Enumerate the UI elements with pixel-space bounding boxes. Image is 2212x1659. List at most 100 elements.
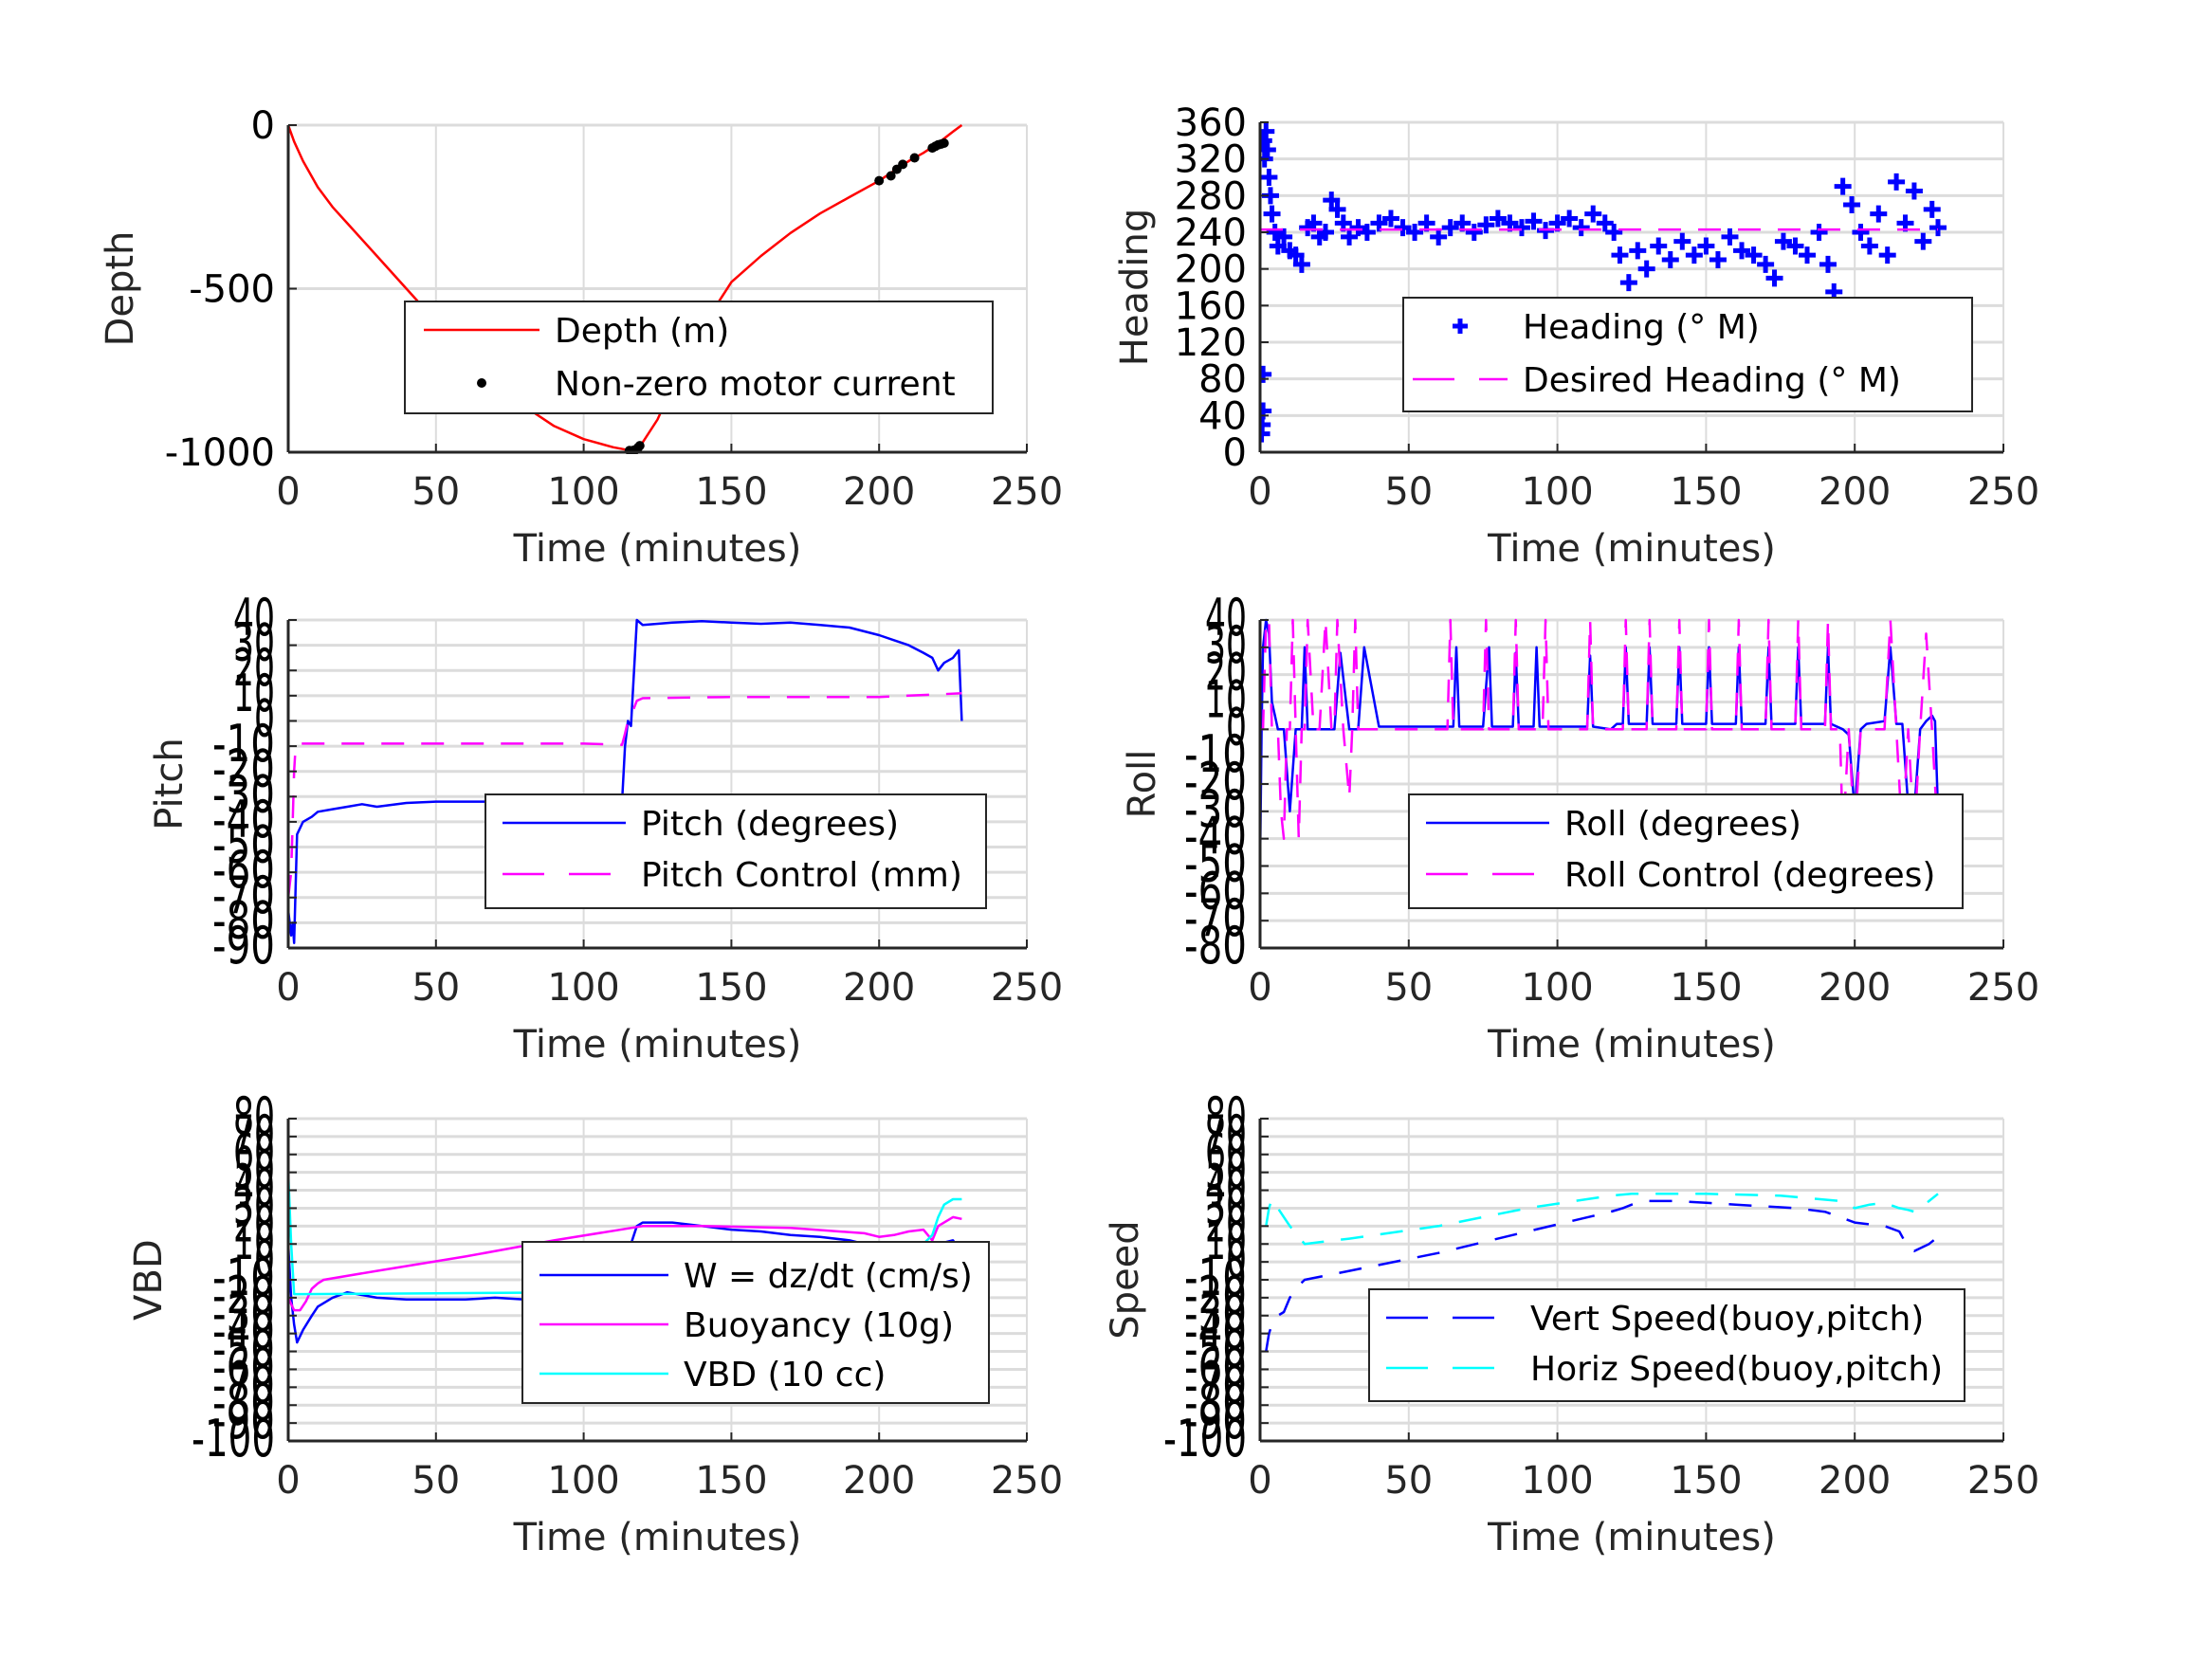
- legend-item[interactable]: Roll Control (degrees): [1426, 856, 1935, 895]
- y-tick-label: -90: [1184, 1392, 1247, 1451]
- legend-label: Roll Control (degrees): [1564, 856, 1935, 895]
- chart-depth: 0 50 100 150 200 250 Time (minutes) 0 -500 -1000 D…: [99, 104, 1063, 571]
- y-tick-label: -60: [212, 1339, 275, 1398]
- y-tick-label: 40: [1205, 589, 1247, 648]
- legend-marker-plus-icon: [1453, 319, 1468, 334]
- chart-heading: 0 50 100 150 200 250 Time (minutes) 04080120160…: [1113, 101, 2039, 571]
- legend-item[interactable]: Pitch Control (mm): [503, 856, 962, 895]
- y-tick-label: -10: [1184, 1249, 1247, 1308]
- data-point: [898, 159, 908, 170]
- legend-box: [1408, 793, 1964, 909]
- data-point: [1572, 219, 1590, 237]
- x-tick-label: 50: [1384, 1459, 1433, 1503]
- y-tick-label: -20: [1184, 1267, 1247, 1326]
- y-tick-label: 20: [1205, 644, 1247, 703]
- legend[interactable]: Roll (degrees) Roll Control (degrees): [1408, 793, 1964, 909]
- y-tick-label: -40: [1184, 1303, 1247, 1362]
- x-axis-label: Time (minutes): [513, 1023, 802, 1066]
- legend-item[interactable]: Heading (° M): [1453, 308, 1760, 347]
- x-tick-label: 200: [843, 470, 915, 514]
- data-point: [1650, 237, 1668, 255]
- data-point: [1843, 196, 1861, 213]
- legend[interactable]: Heading (° M) Desired Heading (° M): [1402, 297, 1973, 412]
- legend-item[interactable]: VBD (10 cc): [539, 1356, 886, 1395]
- legend-label: VBD (10 cc): [684, 1356, 886, 1395]
- data-point: [1441, 219, 1459, 237]
- data-point: [1316, 224, 1334, 241]
- y-tick-label: 160: [1175, 284, 1247, 328]
- x-tick-label: 250: [1967, 470, 2039, 514]
- data-point: [1477, 216, 1495, 234]
- series-pitch-control-mm: [288, 691, 962, 898]
- y-tick-label: -10: [212, 715, 275, 775]
- data-point: [1465, 224, 1483, 241]
- y-tick-label: -70: [212, 1356, 275, 1415]
- legend[interactable]: Vert Speed(buoy,pitch) Horiz Speed(buoy,p…: [1368, 1288, 1965, 1402]
- legend-label: W = dz/dt (cm/s): [684, 1257, 973, 1296]
- y-axis-label: Heading: [1113, 209, 1157, 366]
- y-tick-label: -20: [1184, 753, 1247, 812]
- legend-item[interactable]: Buoyancy (10g): [539, 1306, 954, 1345]
- legend-item[interactable]: Desired Heading (° M): [1413, 361, 1901, 400]
- x-axis-label: Time (minutes): [1487, 1023, 1776, 1066]
- y-tick-label: 40: [233, 1159, 275, 1219]
- data-point: [1834, 177, 1852, 195]
- data-point: [1697, 237, 1715, 255]
- legend[interactable]: Depth (m) Non-zero motor current: [404, 301, 994, 414]
- y-axis-label: Pitch: [148, 738, 192, 830]
- y-tick-label: 40: [1205, 1159, 1247, 1219]
- legend-item[interactable]: Non-zero motor current: [477, 365, 956, 404]
- legend-item[interactable]: Horiz Speed(buoy,pitch): [1386, 1350, 1943, 1389]
- data-point: [1765, 269, 1783, 287]
- x-tick-label: 100: [1521, 1459, 1593, 1503]
- y-tick-label: -20: [212, 740, 275, 800]
- data-point: [939, 137, 949, 148]
- data-point: [1266, 224, 1284, 241]
- x-tick-label: 150: [695, 470, 767, 514]
- x-axis-label: Time (minutes): [513, 527, 802, 571]
- legend-item[interactable]: W = dz/dt (cm/s): [539, 1257, 973, 1296]
- x-tick-label: 0: [1248, 470, 1271, 514]
- legend-item[interactable]: Vert Speed(buoy,pitch): [1386, 1300, 1924, 1339]
- legend-label: Pitch Control (mm): [641, 856, 962, 895]
- y-tick-label: 0: [1226, 698, 1247, 757]
- y-tick-label: -80: [1184, 1374, 1247, 1433]
- legend-label: Horiz Speed(buoy,pitch): [1530, 1350, 1943, 1389]
- y-tick-label: -100: [1163, 1410, 1247, 1469]
- y-tick-label: 80: [1205, 1087, 1247, 1147]
- legend[interactable]: Pitch (degrees) Pitch Control (mm): [484, 793, 987, 909]
- y-tick-label: 20: [233, 1194, 275, 1254]
- legend-item[interactable]: Roll (degrees): [1426, 805, 1801, 844]
- data-point: [1260, 169, 1278, 186]
- y-tick-label: 30: [1205, 616, 1247, 676]
- series-pitch-degrees: [288, 618, 963, 944]
- y-tick-label: -50: [1184, 835, 1247, 895]
- legend-box: [1402, 297, 1973, 412]
- y-tick-label: -60: [1184, 1339, 1247, 1398]
- legend-item[interactable]: Pitch (degrees): [503, 805, 899, 844]
- series-horiz-speed-buoy-pitch: [1265, 1193, 1939, 1246]
- data-point: [886, 171, 896, 181]
- legend[interactable]: W = dz/dt (cm/s) Buoyancy (10g) VBD (10 cc…: [521, 1241, 990, 1404]
- y-tick-label: 20: [1205, 1194, 1247, 1254]
- legend-box: [1368, 1288, 1965, 1402]
- data-point: [1349, 219, 1367, 237]
- x-tick-label: 150: [695, 966, 767, 1010]
- data-point: [1287, 246, 1305, 264]
- y-tick-label: 80: [233, 1087, 275, 1147]
- legend-label: Buoyancy (10g): [684, 1306, 954, 1345]
- y-tick-label: -40: [212, 791, 275, 850]
- x-tick-label: 100: [1521, 470, 1593, 514]
- data-point: [1786, 237, 1804, 255]
- y-tick-label: -30: [212, 765, 275, 825]
- x-axis-label: Time (minutes): [513, 1516, 802, 1559]
- y-tick-label: -90: [212, 1392, 275, 1451]
- data-point: [1406, 224, 1424, 241]
- x-tick-label: 250: [1967, 966, 2039, 1010]
- data-point: [1275, 228, 1293, 246]
- y-tick-label: 0: [254, 1231, 275, 1290]
- data-point: [1269, 237, 1287, 255]
- legend-item[interactable]: Depth (m): [424, 312, 729, 351]
- y-tick-label: 60: [1205, 1123, 1247, 1183]
